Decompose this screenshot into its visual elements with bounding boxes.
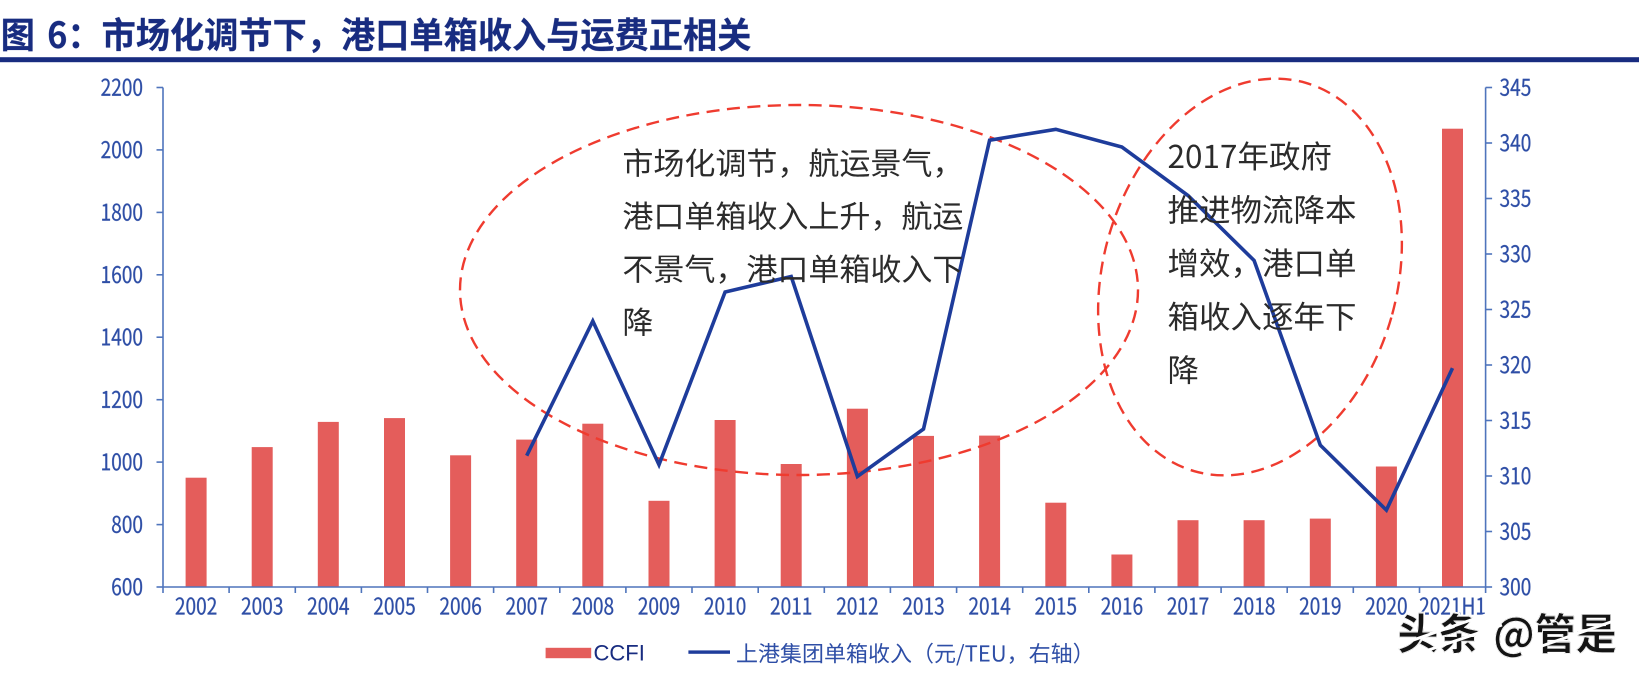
svg-text:CCFI: CCFI bbox=[594, 641, 645, 666]
